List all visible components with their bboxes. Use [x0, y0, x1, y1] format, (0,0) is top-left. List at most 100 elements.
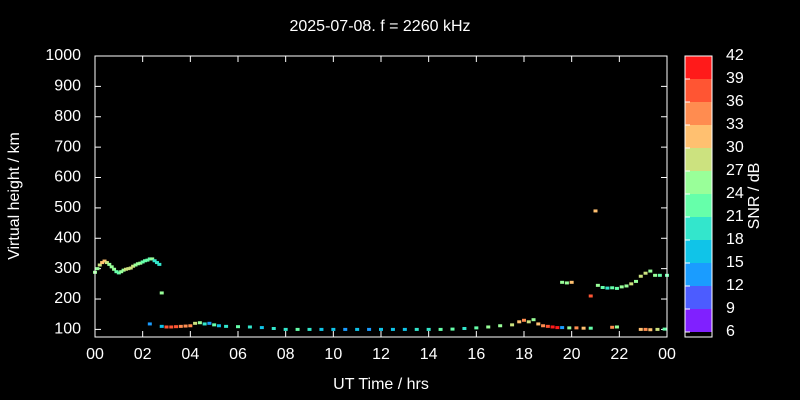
data-point: [486, 325, 491, 329]
data-point: [390, 327, 395, 331]
data-point: [629, 282, 634, 286]
colorbar-band: [685, 263, 712, 286]
data-point: [550, 325, 555, 329]
colorbar-band: [685, 309, 712, 332]
data-point: [498, 324, 503, 328]
data-point: [169, 325, 174, 329]
data-point: [147, 257, 152, 261]
data-point: [164, 325, 169, 329]
data-point: [135, 262, 140, 266]
data-point: [614, 286, 619, 290]
data-point: [143, 259, 148, 263]
x-tick-label: 04: [181, 346, 199, 363]
data-point: [128, 266, 133, 270]
colorbar-tick-label: 24: [726, 185, 744, 202]
data-point: [178, 324, 183, 328]
colorbar-tick-label: 30: [726, 139, 744, 156]
y-tick-label: 200: [54, 290, 81, 307]
data-point: [648, 328, 653, 332]
colorbar-tick-label: 6: [726, 323, 735, 340]
y-tick-label: 500: [54, 199, 81, 216]
colorbar-frame: [684, 55, 713, 338]
data-point: [564, 281, 569, 285]
data-point: [138, 261, 143, 265]
colorbar-tick-label: 36: [726, 93, 744, 110]
data-point: [331, 327, 336, 331]
data-point: [595, 283, 600, 287]
data-point: [531, 318, 536, 322]
colorbar-band: [685, 240, 712, 263]
data-point: [295, 327, 300, 331]
colorbar-label: SNR / dB: [746, 163, 763, 230]
data-point: [605, 286, 610, 290]
colorbar-band: [685, 171, 712, 194]
data-point: [648, 269, 653, 273]
colorbar-band: [685, 102, 712, 125]
data-point: [121, 268, 126, 272]
data-point: [462, 326, 467, 330]
data-point: [634, 279, 639, 283]
y-tick-label: 800: [54, 108, 81, 125]
data-point: [100, 261, 105, 265]
data-point: [159, 291, 164, 295]
data-point: [145, 258, 150, 262]
data-point: [236, 325, 240, 329]
colorbar-band: [685, 286, 712, 309]
y-axis-label: Virtual height / km: [6, 132, 23, 260]
data-point: [545, 324, 550, 328]
data-point: [343, 327, 348, 331]
data-point: [319, 327, 324, 331]
data-point: [224, 324, 229, 328]
data-point: [102, 259, 107, 263]
data-point: [593, 209, 598, 213]
data-point: [97, 263, 102, 267]
x-axis-label: UT Time / hrs: [333, 376, 429, 393]
data-point: [193, 321, 198, 325]
data-point: [555, 326, 560, 330]
colorbar-tick-label: 15: [726, 254, 744, 271]
data-point: [574, 326, 579, 330]
data-point: [355, 327, 360, 331]
data-point: [104, 261, 109, 265]
colorbar-tick-label: 18: [726, 231, 744, 248]
data-point: [140, 260, 145, 264]
x-tick-label: 00: [86, 346, 104, 363]
data-point: [112, 267, 117, 271]
colorbar-band: [685, 56, 712, 79]
data-point: [126, 267, 131, 271]
data-point: [600, 285, 605, 289]
x-tick-label: 10: [324, 346, 342, 363]
data-point: [588, 294, 593, 298]
data-point: [657, 273, 662, 277]
colorbar-band: [685, 125, 712, 148]
data-point: [619, 285, 624, 289]
data-point: [662, 327, 667, 331]
data-point: [426, 327, 431, 331]
data-point: [147, 322, 152, 326]
colorbar-tick-label: 33: [726, 116, 744, 133]
data-point: [207, 321, 212, 325]
colorbar-tick-label: 21: [726, 208, 744, 225]
data-point: [95, 267, 100, 271]
data-point: [183, 324, 188, 328]
x-tick-label: 18: [515, 346, 533, 363]
data-point: [655, 327, 660, 331]
data-point: [438, 327, 443, 331]
data-point: [581, 326, 586, 330]
colorbar-band: [685, 148, 712, 171]
data-point: [307, 327, 312, 331]
data-point: [197, 321, 202, 325]
data-point: [114, 270, 119, 274]
data-point: [247, 325, 252, 329]
colorbar-tick-label: 12: [726, 277, 744, 294]
y-tick-label: 100: [54, 321, 81, 338]
data-point: [450, 327, 455, 331]
data-point: [653, 273, 658, 277]
data-point: [131, 264, 136, 268]
data-point: [643, 271, 648, 275]
data-point: [212, 323, 217, 327]
data-point: [474, 326, 479, 330]
colorbar-band: [685, 79, 712, 102]
data-point: [567, 326, 572, 330]
